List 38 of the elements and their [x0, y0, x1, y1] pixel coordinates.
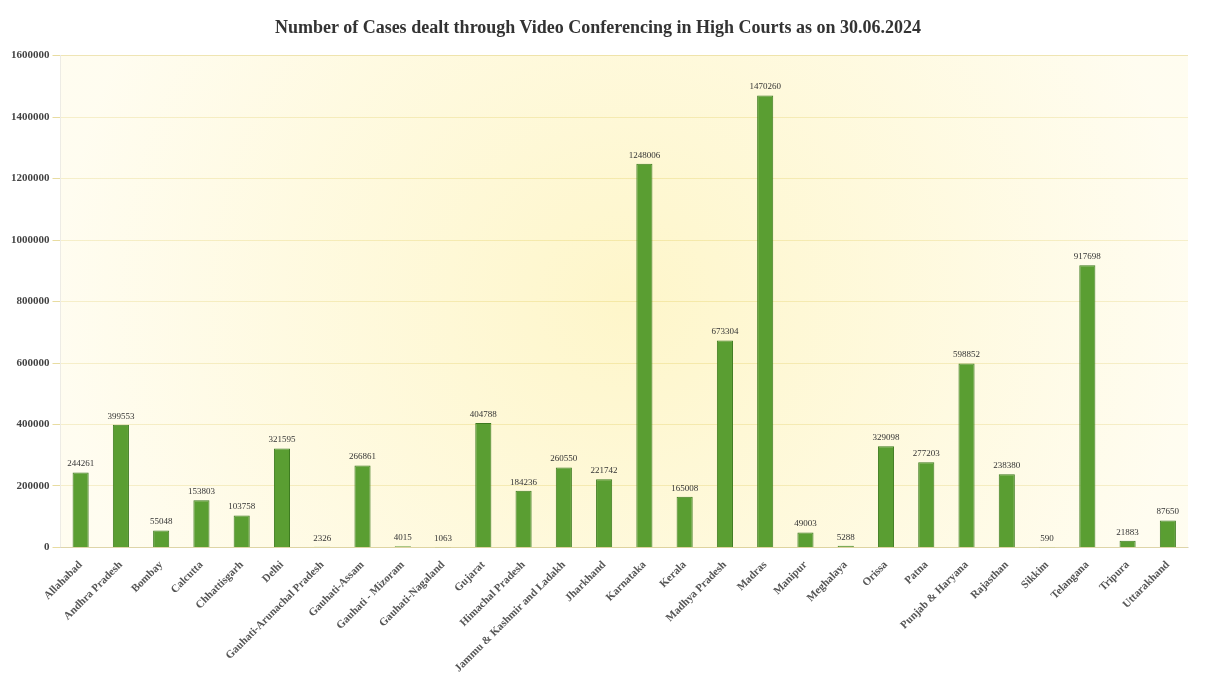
data-label: 399553	[107, 410, 135, 421]
y-tick-label: 600000	[16, 355, 50, 368]
data-label: 1063	[434, 533, 453, 544]
data-label: 329098	[872, 432, 900, 443]
y-tick-label: 800000	[16, 294, 50, 307]
data-label: 49003	[794, 518, 818, 529]
data-label: 673304	[711, 326, 739, 337]
data-label: 244261	[67, 458, 95, 469]
data-label: 1470260	[749, 81, 782, 92]
data-label: 4015	[393, 532, 413, 543]
data-label: 5288	[836, 531, 856, 542]
y-tick-label: 1000000	[11, 232, 50, 245]
data-label: 404788	[469, 408, 498, 419]
y-tick-label: 0	[44, 540, 50, 553]
data-label: 87650	[1156, 506, 1180, 517]
y-tick-label: 1200000	[11, 171, 50, 184]
data-label: 266861	[349, 451, 377, 462]
y-tick-label: 400000	[16, 417, 50, 430]
data-label: 153803	[187, 486, 216, 497]
data-label: 184236	[510, 476, 538, 487]
data-label: 277203	[912, 448, 941, 459]
data-label: 917698	[1073, 251, 1102, 262]
data-label: 260550	[550, 453, 578, 464]
y-tick-label: 1600000	[11, 48, 50, 61]
chart-title: Number of Cases dealt through Video Conferencing in High Courts as on 30.06.2024	[274, 17, 922, 38]
data-label: 221742	[590, 465, 618, 476]
data-label: 321595	[268, 434, 296, 445]
data-label: 2326	[313, 532, 332, 543]
y-tick-label: 1400000	[11, 109, 50, 122]
data-label: 103758	[228, 501, 256, 512]
data-label: 21883	[1116, 526, 1140, 537]
data-label: 1248006	[628, 149, 661, 160]
data-label: 55048	[149, 516, 173, 527]
y-tick-label: 200000	[16, 478, 50, 491]
data-label: 598852	[953, 349, 981, 360]
data-label: 165008	[671, 482, 699, 493]
data-label: 590	[1040, 533, 1055, 544]
data-label: 238380	[993, 460, 1021, 471]
